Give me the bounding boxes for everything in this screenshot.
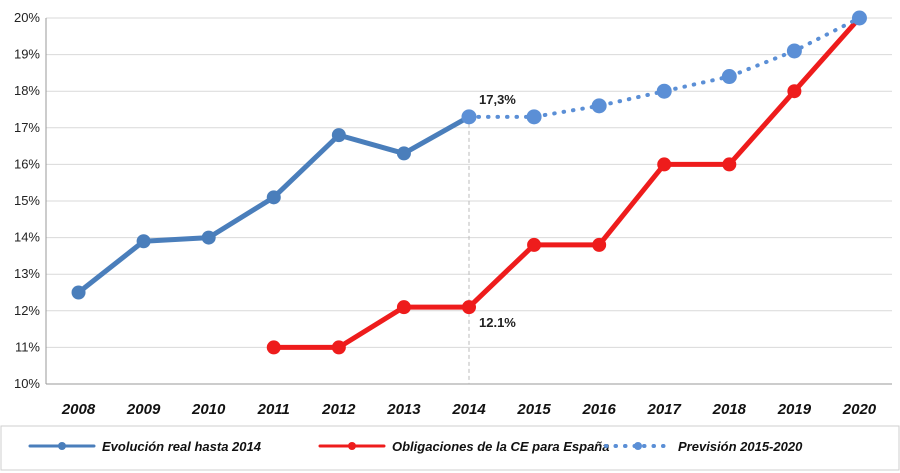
y-tick-label: 10% <box>14 376 40 391</box>
data-point <box>331 340 346 355</box>
legend-swatch-marker <box>58 442 66 450</box>
y-tick-label: 18% <box>14 83 40 98</box>
data-point <box>592 237 607 252</box>
x-tick-label: 2013 <box>386 401 421 418</box>
data-point <box>721 69 737 85</box>
x-tick-label: 2020 <box>842 401 877 418</box>
data-point <box>656 83 672 99</box>
legend-item: Previsión 2015-2020 <box>604 439 803 454</box>
legend-swatch-marker <box>634 442 642 450</box>
x-tick-label: 2017 <box>647 401 682 418</box>
data-point <box>331 128 346 143</box>
x-tick-label: 2019 <box>777 401 812 418</box>
y-tick-label: 19% <box>14 47 40 62</box>
data-point <box>461 109 477 125</box>
x-tick-label: 2010 <box>191 401 226 418</box>
data-point <box>787 84 802 99</box>
data-point <box>266 190 281 205</box>
data-point <box>527 237 542 252</box>
data-point <box>266 340 281 355</box>
y-axis-ticks: 10% 11% 12% 13% 14% 15% 16% 17% 18% 19% 20% <box>14 10 40 391</box>
legend-swatch-marker <box>348 442 356 450</box>
y-tick-label: 16% <box>14 156 40 171</box>
x-tick-label: 2011 <box>257 401 290 418</box>
y-tick-label: 14% <box>14 230 40 245</box>
data-point <box>396 300 411 315</box>
data-point <box>722 157 737 172</box>
series-line <box>271 15 862 350</box>
legend-label: Obligaciones de la CE para España <box>392 439 609 454</box>
y-tick-label: 13% <box>14 266 40 281</box>
x-tick-label: 2008 <box>61 401 96 418</box>
series-1 <box>266 11 867 355</box>
y-tick-label: 20% <box>14 10 40 25</box>
data-point <box>851 10 867 26</box>
data-point <box>657 157 672 172</box>
legend-label: Evolución real hasta 2014 <box>102 439 262 454</box>
data-point <box>396 146 411 161</box>
legend-item: Obligaciones de la CE para España <box>318 439 609 454</box>
data-point <box>591 98 607 114</box>
legend: Evolución real hasta 2014 Obligaciones de… <box>0 425 900 471</box>
x-tick-label: 2018 <box>712 401 747 418</box>
data-point <box>71 285 86 300</box>
data-point <box>786 43 802 59</box>
y-tick-label: 15% <box>14 193 40 208</box>
series-line <box>76 114 472 295</box>
x-tick-label: 2015 <box>516 401 551 418</box>
series-0 <box>71 109 476 300</box>
legend-box <box>0 425 900 471</box>
x-axis-ticks: 2008 2009 2010 2011 2012 2013 2014 2015 2016 2017… <box>61 401 877 418</box>
x-tick-label: 2014 <box>451 401 486 418</box>
annotation-label: 17,3% <box>479 92 516 107</box>
data-point <box>201 230 216 245</box>
x-tick-label: 2012 <box>321 401 356 418</box>
annotation-label: 12.1% <box>479 315 516 330</box>
data-point <box>136 234 151 249</box>
x-tick-label: 2009 <box>126 401 161 418</box>
series-group <box>71 10 867 355</box>
series-2 <box>461 10 867 125</box>
y-tick-label: 11% <box>15 339 40 354</box>
legend-item: Evolución real hasta 2014 <box>28 439 262 454</box>
series-line <box>467 16 862 119</box>
legend-label: Previsión 2015-2020 <box>678 439 803 454</box>
y-tick-label: 17% <box>14 120 40 135</box>
data-point <box>462 300 476 315</box>
x-tick-label: 2016 <box>581 401 616 418</box>
annotations: 17,3% 12.1% <box>479 92 516 330</box>
y-tick-label: 12% <box>14 303 40 318</box>
data-point <box>526 109 542 125</box>
